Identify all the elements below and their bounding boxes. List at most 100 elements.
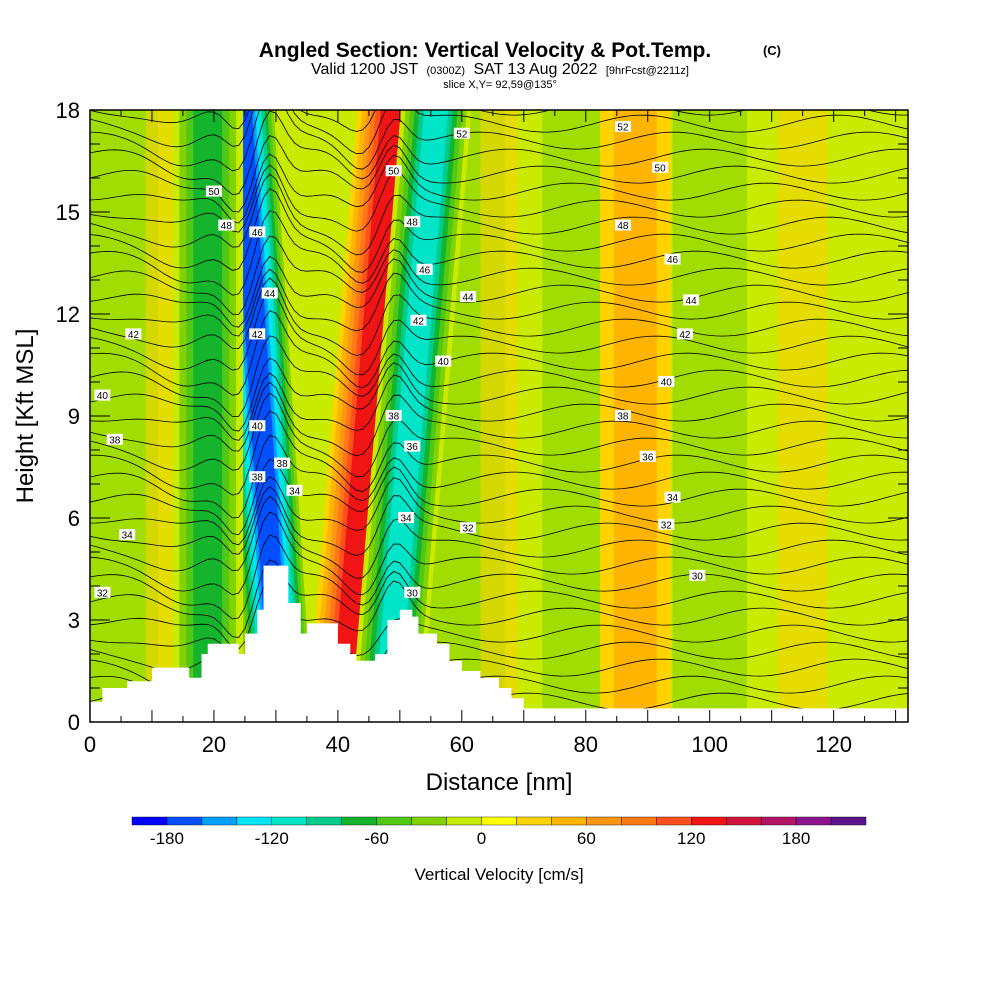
- theta-label-box: [410, 314, 427, 326]
- theta-contour-label: 52: [614, 121, 631, 134]
- theta-label-text: 34: [667, 493, 679, 504]
- theta-label-box: [249, 471, 266, 483]
- y-tick-label: 9: [68, 404, 80, 429]
- theta-label-box: [94, 389, 111, 401]
- colorbar-label: Vertical Velocity [cm/s]: [414, 865, 583, 884]
- colorbar-swatch: [131, 816, 168, 826]
- theta-contours: [90, 110, 908, 722]
- velocity-bands: [90, 110, 828, 722]
- theta-label-box: [119, 529, 136, 540]
- theta-label-text: 40: [661, 378, 673, 389]
- slice-info: slice X,Y= 92,59@135°: [443, 79, 557, 91]
- colorbar-swatch: [551, 816, 587, 826]
- theta-contour: [90, 188, 908, 273]
- theta-contour: [90, 381, 908, 457]
- colorbar-tick-labels: -180 -120 -60 0 60 120 180: [150, 829, 810, 848]
- theta-label-box: [639, 450, 656, 462]
- theta-label-box: [435, 355, 452, 367]
- velocity-plume: [373, 110, 449, 722]
- theta-label-box: [652, 161, 669, 173]
- theta-label-box: [453, 127, 470, 139]
- x-tick-label: 100: [691, 732, 728, 757]
- theta-contour: [90, 392, 908, 478]
- theta-contour: [90, 458, 908, 536]
- y-tick-label: 0: [68, 710, 80, 735]
- y-axis-label: Height [Kft MSL]: [12, 329, 39, 504]
- theta-contour: [90, 475, 908, 546]
- theta-label-text: 48: [221, 221, 233, 232]
- theta-label-text: 38: [617, 412, 629, 423]
- terrain-mask: [90, 565, 908, 722]
- theta-contour: [90, 135, 908, 213]
- velocity-zone: [672, 110, 747, 722]
- colorbar-tick-label: 0: [477, 829, 486, 848]
- theta-label-box: [404, 440, 421, 452]
- colorbar-swatch: [516, 816, 552, 826]
- theta-contour: [90, 372, 908, 441]
- theta-contour-label: 42: [676, 328, 693, 341]
- theta-label-text: 40: [438, 357, 450, 368]
- theta-label-box: [416, 263, 433, 275]
- theta-label-text: 38: [277, 459, 289, 470]
- theta-label-box: [106, 433, 123, 445]
- theta-label-box: [689, 569, 706, 581]
- theta-label-box: [94, 586, 111, 598]
- theta-label-box: [385, 165, 402, 177]
- theta-contour: [90, 110, 908, 155]
- theta-label-text: 34: [400, 514, 412, 525]
- theta-label-box: [385, 410, 402, 421]
- theta-label-text: 52: [456, 129, 468, 140]
- theta-contour-label: 32: [94, 586, 111, 599]
- theta-contour-label: 30: [689, 569, 706, 582]
- theta-contour-label: 46: [249, 226, 266, 239]
- colorbar-swatch: [656, 816, 692, 826]
- theta-contour-label: 34: [664, 491, 681, 504]
- theta-label-text: 42: [679, 330, 691, 341]
- colorbar-swatch: [201, 816, 238, 826]
- theta-contour: [90, 210, 908, 296]
- x-tick-label: 20: [202, 732, 226, 757]
- theta-label-text: 32: [97, 588, 109, 599]
- theta-contour-label: 48: [218, 219, 235, 232]
- y-tick-label: 15: [56, 200, 80, 225]
- colorbar-swatch: [341, 816, 377, 826]
- theta-contour: [90, 235, 908, 315]
- theta-label-box: [658, 518, 675, 530]
- theta-label-box: [664, 253, 681, 265]
- colorbar-swatch: [830, 816, 867, 826]
- theta-label-text: 46: [419, 265, 431, 276]
- theta-contour-label: 38: [385, 410, 402, 423]
- colorbar-tick-label: -120: [255, 829, 289, 848]
- theta-label-text: 48: [617, 221, 629, 232]
- colorbar-swatch: [586, 816, 622, 826]
- colorbar: [131, 816, 867, 826]
- theta-label-box: [249, 226, 266, 238]
- axis-ticks: [89, 109, 908, 723]
- theta-contour-label: 38: [249, 471, 266, 484]
- theta-label-text: 40: [252, 422, 264, 433]
- x-tick-label: 60: [450, 732, 474, 757]
- theta-contour: [90, 110, 908, 132]
- theta-label-text: 32: [661, 520, 673, 531]
- theta-label-text: 30: [407, 588, 419, 599]
- theta-contour-label: 38: [274, 457, 291, 470]
- velocity-plume: [613, 110, 657, 722]
- colorbar-tick-label: -180: [150, 829, 184, 848]
- theta-label-box: [286, 484, 303, 496]
- x-tick-label: 80: [574, 732, 598, 757]
- theta-label-text: 38: [388, 412, 400, 423]
- theta-contour: [90, 486, 908, 556]
- x-tick-label: 0: [84, 732, 96, 757]
- x-tick-label: 120: [815, 732, 852, 757]
- theta-label-text: 36: [407, 442, 419, 453]
- theta-contour-label: 50: [652, 161, 669, 174]
- theta-contour-label: 38: [106, 433, 123, 446]
- chart-title: Angled Section: Vertical Velocity & Pot.…: [259, 39, 711, 62]
- y-tick-label: 6: [68, 506, 80, 531]
- colorbar-swatch: [376, 816, 412, 826]
- theta-contour-label: 36: [639, 450, 656, 463]
- velocity-zone: [480, 110, 518, 722]
- theta-contour: [90, 110, 908, 196]
- theta-contour-label: 32: [658, 518, 675, 531]
